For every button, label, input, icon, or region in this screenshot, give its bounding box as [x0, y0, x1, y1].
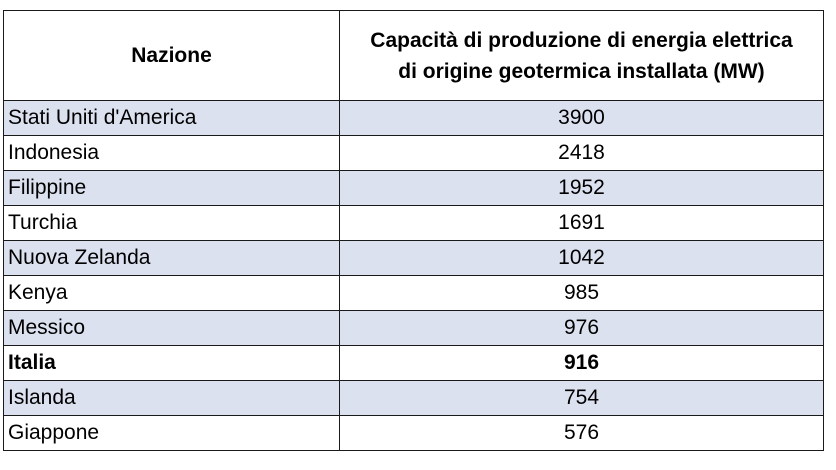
- country-cell: Italia: [3, 345, 340, 381]
- table-row: Giappone 576: [3, 415, 824, 451]
- table-row: Indonesia 2418: [3, 135, 824, 171]
- country-cell: Filippine: [3, 170, 340, 206]
- capacity-cell: 976: [339, 310, 824, 346]
- country-cell: Turchia: [3, 205, 340, 241]
- header-capacity: Capacità di produzione di energia elettr…: [339, 10, 824, 101]
- table-row: Turchia 1691: [3, 205, 824, 241]
- table-body: Stati Uniti d'America 3900 Indonesia 241…: [3, 100, 824, 451]
- table-row: Nuova Zelanda 1042: [3, 240, 824, 276]
- capacity-cell: 754: [339, 380, 824, 416]
- country-cell: Giappone: [3, 415, 340, 451]
- capacity-cell: 985: [339, 275, 824, 311]
- table-row: Italia 916: [3, 345, 824, 381]
- header-row: Nazione Capacità di produzione di energi…: [3, 10, 824, 101]
- capacity-cell: 916: [339, 345, 824, 381]
- table-header: Nazione Capacità di produzione di energi…: [3, 10, 824, 101]
- country-cell: Indonesia: [3, 135, 340, 171]
- country-cell: Messico: [3, 310, 340, 346]
- table-row: Islanda 754: [3, 380, 824, 416]
- table-row: Messico 976: [3, 310, 824, 346]
- table-row: Stati Uniti d'America 3900: [3, 100, 824, 136]
- geothermal-capacity-table: Nazione Capacità di produzione di energi…: [3, 10, 824, 451]
- capacity-cell: 3900: [339, 100, 824, 136]
- country-cell: Islanda: [3, 380, 340, 416]
- capacity-cell: 2418: [339, 135, 824, 171]
- capacity-cell: 1691: [339, 205, 824, 241]
- capacity-cell: 576: [339, 415, 824, 451]
- geothermal-capacity-table-container: Nazione Capacità di produzione di energi…: [3, 10, 824, 451]
- table-row: Filippine 1952: [3, 170, 824, 206]
- header-capacity-line-1: Capacità di produzione di energia elettr…: [370, 28, 793, 52]
- capacity-cell: 1042: [339, 240, 824, 276]
- capacity-cell: 1952: [339, 170, 824, 206]
- header-country: Nazione: [3, 10, 340, 101]
- country-cell: Stati Uniti d'America: [3, 100, 340, 136]
- header-capacity-line-2: di origine geotermica installata (MW): [398, 59, 765, 83]
- country-cell: Kenya: [3, 275, 340, 311]
- country-cell: Nuova Zelanda: [3, 240, 340, 276]
- table-row: Kenya 985: [3, 275, 824, 311]
